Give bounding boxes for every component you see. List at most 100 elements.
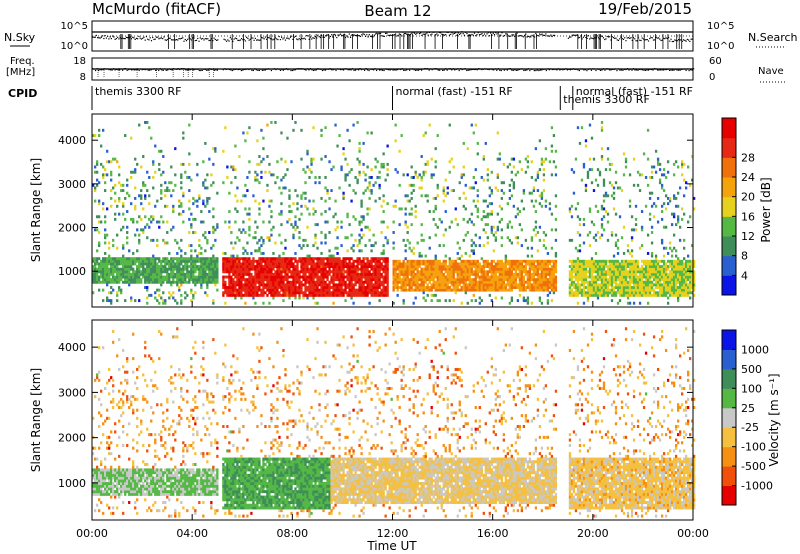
data-cell xyxy=(544,157,548,161)
data-cell xyxy=(280,283,283,287)
data-cell xyxy=(142,231,145,234)
data-cell xyxy=(304,291,307,295)
data-cell xyxy=(286,283,289,287)
data-cell xyxy=(574,272,578,276)
data-cell xyxy=(494,296,497,300)
data-cell xyxy=(394,272,397,276)
noise-point xyxy=(591,37,593,39)
data-cell xyxy=(140,257,143,261)
data-cell xyxy=(490,270,493,274)
noise-point xyxy=(124,38,126,40)
data-cell xyxy=(258,288,261,292)
data-cell xyxy=(294,120,297,124)
data-cell xyxy=(170,257,173,261)
data-cell xyxy=(230,293,233,297)
data-cell xyxy=(260,170,263,174)
data-cell xyxy=(168,265,171,269)
data-cell xyxy=(436,280,439,284)
data-cell xyxy=(176,257,179,261)
data-cell xyxy=(542,272,546,276)
data-cell xyxy=(280,280,283,284)
data-cell xyxy=(306,259,309,263)
noise-point xyxy=(281,36,283,38)
freq-point xyxy=(110,69,112,71)
data-cell xyxy=(464,233,467,237)
data-cell xyxy=(224,220,227,224)
data-cell xyxy=(146,257,149,261)
noise-point xyxy=(531,34,533,37)
data-cell xyxy=(178,288,181,292)
data-cell xyxy=(370,286,373,289)
data-cell xyxy=(462,272,465,276)
noise-point xyxy=(167,38,169,41)
data-cell xyxy=(382,270,385,274)
data-cell xyxy=(102,278,105,282)
data-cell xyxy=(512,183,516,187)
data-cell xyxy=(192,265,195,269)
data-cell xyxy=(136,272,139,276)
data-cell xyxy=(554,280,558,284)
data-cell xyxy=(452,283,455,287)
data-cell xyxy=(534,270,538,274)
data-cell xyxy=(546,272,550,276)
data-cell xyxy=(204,204,207,208)
freq-point xyxy=(610,69,612,71)
data-cell xyxy=(188,162,191,166)
data-cell xyxy=(568,272,572,276)
data-cell xyxy=(416,275,419,279)
data-cell xyxy=(474,259,477,263)
data-cell xyxy=(394,199,397,203)
data-cell xyxy=(502,288,505,292)
data-cell xyxy=(262,136,265,140)
data-cell xyxy=(202,262,205,266)
data-cell xyxy=(314,270,317,274)
data-cell xyxy=(184,262,187,266)
data-cell xyxy=(284,286,287,289)
data-cell xyxy=(248,207,251,211)
data-cell xyxy=(122,272,125,276)
data-cell xyxy=(416,176,419,179)
data-cell xyxy=(370,278,373,282)
data-cell xyxy=(150,238,153,242)
freq-point xyxy=(439,69,441,71)
data-cell xyxy=(434,196,437,200)
data-cell xyxy=(378,259,381,263)
data-cell xyxy=(550,286,554,289)
data-cell xyxy=(308,291,311,295)
data-cell xyxy=(128,280,131,284)
freq-point xyxy=(114,69,116,71)
data-cell xyxy=(530,246,534,250)
noise-point xyxy=(123,37,125,40)
data-cell xyxy=(246,189,249,193)
data-cell xyxy=(360,228,363,232)
data-cell xyxy=(544,270,548,274)
data-cell xyxy=(260,280,263,284)
data-cell xyxy=(344,262,347,266)
data-cell xyxy=(368,272,371,276)
data-cell xyxy=(104,241,107,245)
data-cell xyxy=(540,272,544,276)
data-cell xyxy=(192,196,195,200)
data-cell xyxy=(302,244,305,248)
data-cell xyxy=(546,301,550,305)
freq-point xyxy=(523,69,525,72)
data-cell xyxy=(422,173,425,177)
data-cell xyxy=(188,275,191,279)
data-cell xyxy=(534,278,538,282)
data-cell xyxy=(186,262,189,266)
data-cell xyxy=(366,270,369,274)
data-cell xyxy=(356,291,359,295)
data-cell xyxy=(326,189,329,193)
data-cell xyxy=(194,291,197,295)
data-cell xyxy=(302,265,305,269)
data-cell xyxy=(508,286,511,289)
freq-point xyxy=(658,69,660,71)
data-cell xyxy=(408,270,411,274)
data-cell xyxy=(382,251,385,255)
data-cell xyxy=(358,149,361,153)
data-cell xyxy=(176,270,179,274)
noise-point xyxy=(103,37,105,40)
data-cell xyxy=(480,267,483,271)
data-cell xyxy=(486,280,489,284)
data-cell xyxy=(176,267,179,271)
